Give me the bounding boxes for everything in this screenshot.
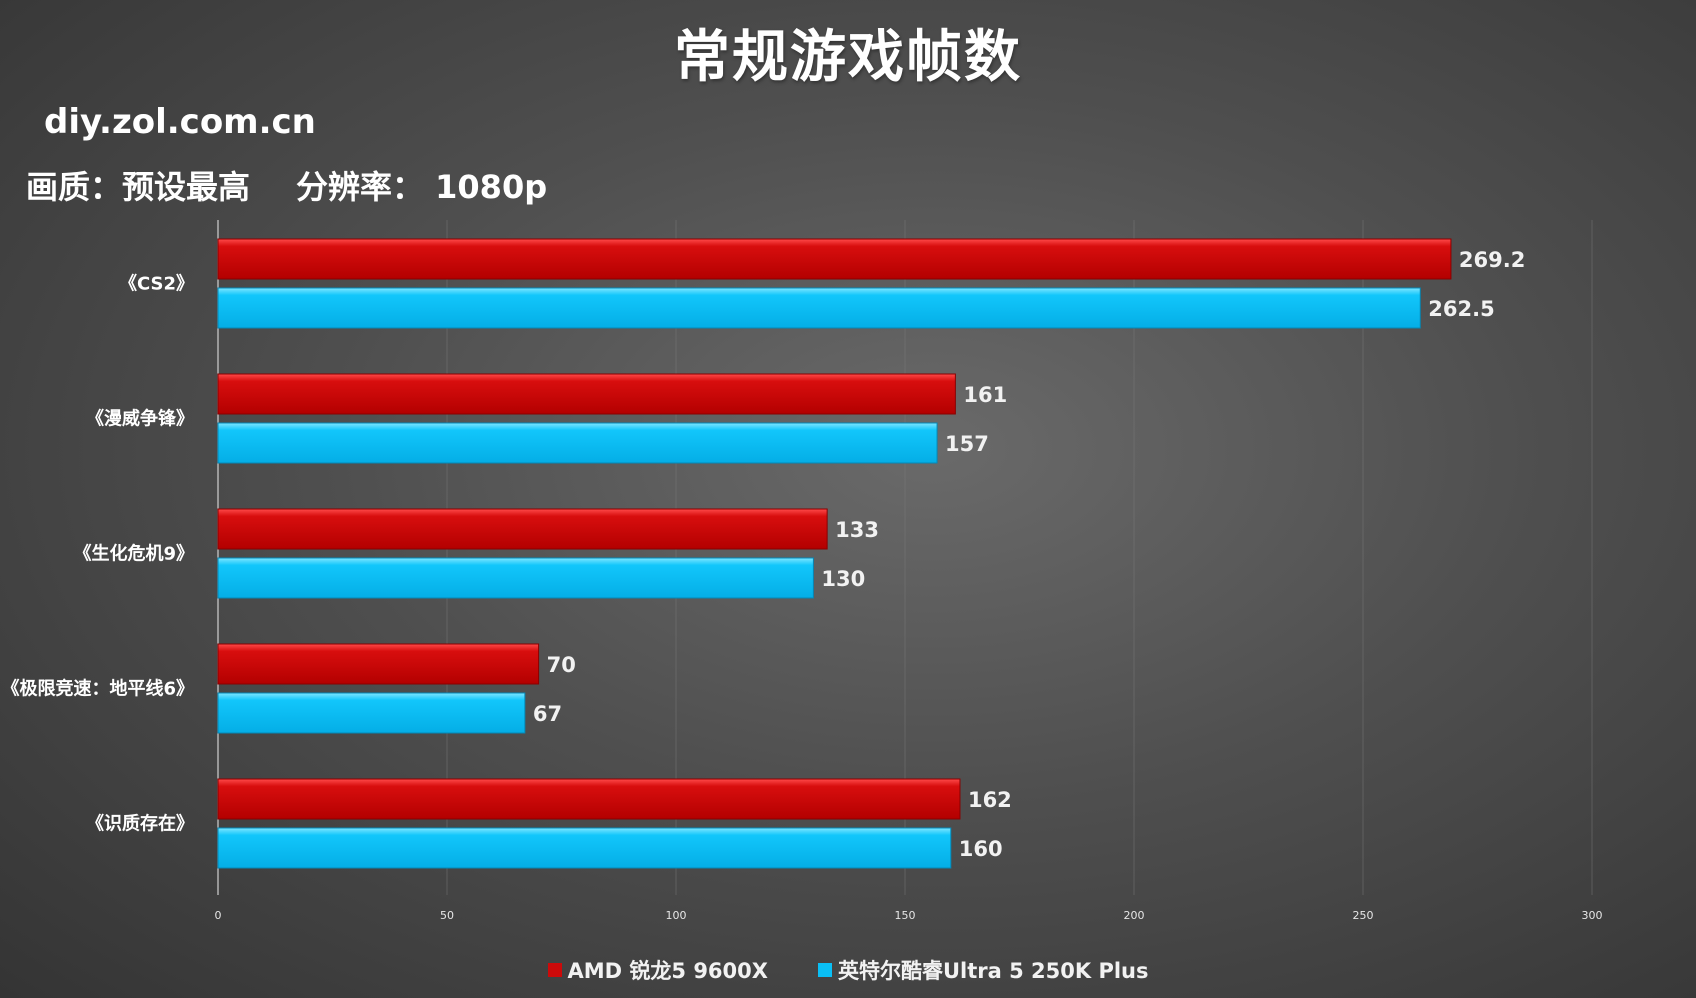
x-tick-label: 150 (895, 909, 916, 922)
bars (217, 238, 1452, 869)
x-tick-label: 50 (440, 909, 454, 922)
data-label: 161 (963, 383, 1007, 407)
bar-chart: 0 50 100 150 200 250 300 《CS2》 269.2 262.5 《漫威争锋》 1… (1, 220, 1603, 922)
chart-title: 常规游戏帧数 (674, 25, 1022, 90)
data-label: 133 (835, 518, 879, 542)
x-tick-label: 0 (215, 909, 222, 922)
data-label: 130 (821, 567, 865, 591)
data-label: 262.5 (1428, 297, 1494, 321)
legend-swatch-amd (547, 963, 562, 977)
x-tick-label: 250 (1353, 909, 1374, 922)
bar-amd (217, 643, 540, 685)
data-label: 160 (959, 837, 1003, 861)
resolution-setting: 分辨率： 1080p (296, 168, 548, 206)
source-watermark: diy.zol.com.cn (44, 102, 316, 142)
x-tick-label: 300 (1582, 909, 1603, 922)
data-label: 157 (945, 432, 989, 456)
legend-label-intel: 英特尔酷睿Ultra 5 250K Plus (837, 959, 1149, 983)
data-label: 269.2 (1459, 248, 1525, 272)
legend: AMD 锐龙5 9600X 英特尔酷睿Ultra 5 250K Plus (0, 955, 1696, 985)
category-label: 《漫威争锋》 (86, 408, 194, 430)
data-label: 162 (968, 788, 1012, 812)
legend-item-intel: 英特尔酷睿Ultra 5 250K Plus (817, 955, 1149, 985)
bar-intel (217, 827, 952, 869)
labels: 0 50 100 150 200 250 300 《CS2》 269.2 262.5 《漫威争锋》 1… (1, 248, 1602, 922)
data-label: 67 (533, 702, 562, 726)
bar-intel (217, 692, 526, 734)
bar-amd (217, 508, 828, 550)
bar-intel (217, 557, 814, 599)
bar-amd (217, 778, 961, 820)
bar-intel (217, 422, 938, 464)
legend-swatch-intel (817, 963, 832, 977)
quality-setting: 画质：预设最高 (26, 168, 251, 206)
legend-label-amd: AMD 锐龙5 9600X (567, 959, 768, 983)
x-tick-label: 200 (1124, 909, 1145, 922)
category-label: 《CS2》 (119, 274, 194, 295)
legend-item-amd: AMD 锐龙5 9600X (547, 955, 768, 985)
bar-amd (217, 373, 956, 415)
category-label: 《生化危机9》 (73, 543, 194, 565)
category-label: 《识质存在》 (86, 813, 194, 835)
data-label: 70 (547, 653, 576, 677)
category-label: 《极限竞速：地平线6》 (1, 678, 194, 700)
bar-intel (217, 287, 1421, 329)
bar-amd (217, 238, 1452, 280)
x-tick-label: 100 (666, 909, 687, 922)
